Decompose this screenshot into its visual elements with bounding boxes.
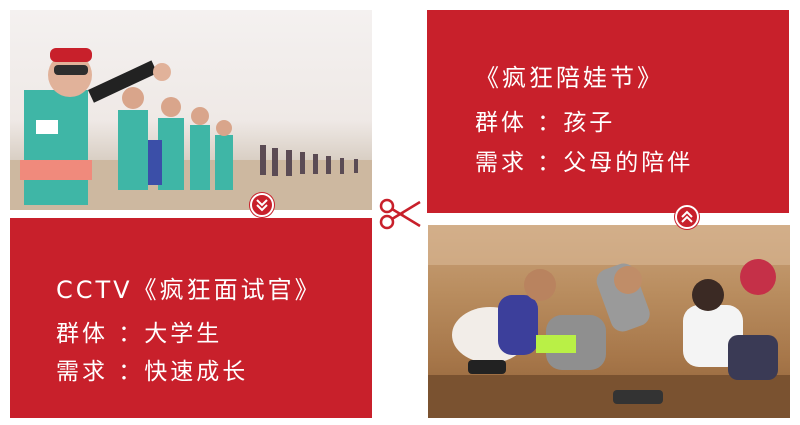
festival-card: 《疯狂陪娃节》 群体 ：孩子 需求 ：父母的陪伴 [427, 10, 789, 213]
chevron-double-up-icon[interactable] [675, 205, 699, 229]
kids-photo [428, 225, 790, 418]
hikers-illustration [10, 48, 372, 210]
scissors-icon [379, 198, 421, 230]
hikers-photo [10, 10, 372, 210]
cctv-group-text: 群体 ：大学生 [56, 321, 223, 347]
cctv-card: CCTV《疯狂面试官》 群体 ：大学生 需求 ：快速成长 [10, 218, 372, 418]
festival-need-text: 需求 ：父母的陪伴 [475, 150, 694, 176]
cctv-need-text: 需求 ：快速成长 [56, 359, 249, 385]
cctv-title: CCTV《疯狂面试官》 [56, 276, 322, 304]
chevron-double-down-glyph [256, 199, 268, 212]
chevron-double-down-icon[interactable] [250, 193, 274, 217]
chevron-double-up-glyph [681, 210, 693, 223]
festival-group-text: 群体 ：孩子 [475, 110, 616, 136]
kids-illustration [428, 225, 790, 418]
festival-title: 《疯狂陪娃节》 [475, 64, 664, 92]
